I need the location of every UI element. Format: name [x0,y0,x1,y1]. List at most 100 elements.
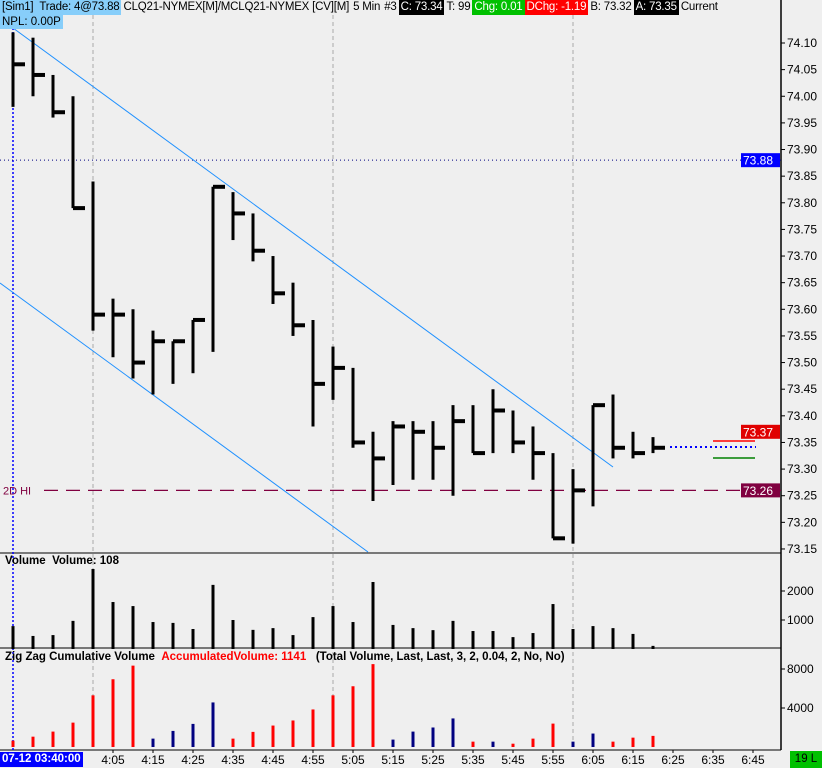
symbol-label: CLQ21-NYMEX[M]/MCLQ21-NYMEX [CV][M] [123,1,350,13]
price-bar [191,317,205,374]
price-tick-label: 74.00 [787,89,817,103]
time-tick-label: 4:25 [181,753,205,767]
price-tick-label: 73.90 [787,143,817,157]
price-bar [491,389,505,454]
price-tick-label: 73.25 [787,489,817,503]
two-day-high-label: 2D HI [3,485,31,497]
price-bar [11,32,25,107]
price-bar [471,405,485,456]
time-tick-label: 5:45 [501,753,525,767]
volume-panel-title: Volume Volume: 108 [5,555,119,567]
npl-label: NPL: 0.00P [0,15,63,29]
price-marker-label: 73.88 [743,154,773,168]
price-tick-label: 73.45 [787,382,817,396]
price-tick-label: 74.05 [787,63,817,77]
price-tick-label: 73.40 [787,409,817,423]
zigzag-tick-label: 4000 [787,701,814,715]
bid-label: B: 73.32 [590,1,632,13]
price-bar [351,367,365,448]
time-tick-label: 5:35 [461,753,485,767]
daily-change-badge: DChg: -1.19 [524,0,589,15]
price-tick-label: 73.95 [787,116,817,130]
price-tick-label: 73.20 [787,515,817,529]
accumulated-volume: AccumulatedVolume: 1141 [161,651,307,663]
price-tick-label: 73.55 [787,329,817,343]
price-bar [71,96,85,211]
price-tick-label: 73.85 [787,169,817,183]
price-bar [151,330,165,395]
upper-trendline [12,27,614,468]
price-bar [231,192,245,241]
price-bar [631,431,645,459]
time-tick-label: 4:55 [301,753,325,767]
time-tick-label: 6:15 [621,753,645,767]
time-tick-label: 4:05 [101,753,125,767]
time-tick-label: 4:15 [141,753,165,767]
price-marker-label: 73.37 [743,425,773,439]
price-bar [91,181,105,331]
current-label: Current [680,1,718,13]
price-bar [311,319,325,427]
price-tick-label: 73.75 [787,222,817,236]
interval-label: 5 Min [353,1,381,13]
price-bar [291,282,305,336]
price-marker-badge [741,153,780,168]
price-bar [131,309,145,379]
time-tick-label: 6:35 [701,753,725,767]
close-price-badge: C: 73.34 [398,0,445,15]
price-marker-badge [741,483,780,498]
price-bar [391,421,405,486]
price-bar [431,421,445,480]
price-bar [251,213,265,262]
price-bar [31,37,45,97]
price-bar [651,437,665,454]
price-bar [531,426,545,480]
change-badge: Chg: 0.01 [472,0,525,15]
price-tick-label: 73.15 [787,542,817,556]
price-tick-label: 73.50 [787,356,817,370]
tick-count: T: 99 [446,1,471,13]
price-bar [591,403,605,507]
price-bar [611,394,625,459]
zigzag-tick-label: 8000 [787,662,814,676]
price-marker-badge [741,424,780,439]
time-tick-label: 4:35 [221,753,245,767]
price-tick-label: 73.35 [787,435,817,449]
price-tick-label: 73.65 [787,276,817,290]
price-bar [171,339,185,384]
price-bar [51,74,65,118]
volume-tick-label: 2000 [787,584,814,598]
time-tick-label: 6:25 [661,753,685,767]
time-tick-label: 5:15 [381,753,405,767]
account-label: [Sim1] Trade: 4@73.88 [0,0,122,15]
price-bar [411,421,425,480]
price-bar [551,453,565,541]
ask-badge: A: 73.35 [633,0,679,15]
price-bar [451,405,465,496]
time-tick-label: 4:45 [261,753,285,767]
price-bar [511,410,525,454]
price-tick-label: 73.80 [787,196,817,210]
bar-number: #3 [384,1,397,13]
time-tick-label: 6:45 [741,753,765,767]
price-bar [331,346,345,400]
volume-tick-label: 1000 [787,613,814,627]
time-start-label: 07-12 03:40:00 [0,752,83,767]
price-bar [371,431,385,502]
chart-header: [Sim1] Trade: 4@73.88 CLQ21-NYMEX[M]/MCL… [0,0,720,15]
price-tick-label: 73.60 [787,302,817,316]
price-bar [211,184,225,352]
time-tick-label: 5:05 [341,753,365,767]
price-tick-label: 73.30 [787,462,817,476]
time-tick-label: 5:55 [541,753,565,767]
time-tick-label: 6:05 [581,753,605,767]
lower-trendline [0,282,369,553]
time-tick-label: 5:25 [421,753,445,767]
zigzag-panel-title: Zig Zag Cumulative Volume AccumulatedVol… [5,651,565,663]
price-tick-label: 74.10 [787,36,817,50]
price-tick-label: 73.70 [787,249,817,263]
price-bar [111,298,125,358]
price-marker-label: 73.26 [743,484,773,498]
price-bar [271,256,285,304]
